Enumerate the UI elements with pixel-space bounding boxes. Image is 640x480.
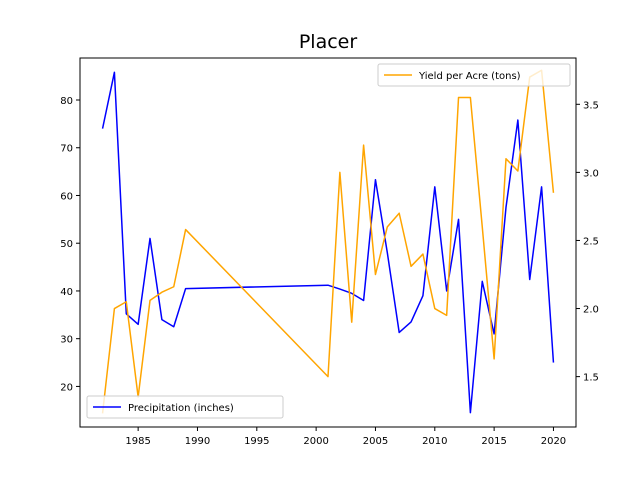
y-left-tick-label: 70 [60,144,73,155]
y-left-tick-label: 80 [60,96,73,107]
x-tick-label: 2010 [422,436,447,447]
y-left-tick-label: 40 [60,287,73,298]
x-tick-label: 2000 [303,436,328,447]
y-left-tick-label: 60 [60,191,73,202]
y-right-tick-label: 1.5 [583,373,599,384]
legend-upper-right: Yield per Acre (tons) [377,63,571,87]
y-right-tick-label: 3.0 [583,168,599,179]
legend-box [377,63,571,87]
legend-label: Yield per Acre (tons) [418,71,521,82]
y-right-tick-label: 2.0 [583,305,599,316]
y-right-tick-label: 3.5 [583,100,599,111]
series-line-yield [101,69,555,414]
x-tick-label: 1990 [185,436,210,447]
x-tick-label: 1995 [244,436,269,447]
y-left-tick-label: 30 [60,335,73,346]
x-tick-label: 2020 [541,436,566,447]
plot-frame [79,57,577,428]
x-tick-label: 1985 [125,436,150,447]
y-left-tick-label: 20 [60,382,73,393]
legend-lower-left: Precipitation (inches) [86,395,284,419]
legend-label: Precipitation (inches) [128,403,234,414]
y-left-tick-label: 50 [60,239,73,250]
y-right-tick-label: 2.5 [583,236,599,247]
chart-title: Placer [299,31,358,53]
x-tick-label: 2005 [363,436,388,447]
x-tick-label: 2015 [481,436,506,447]
legend-box [86,395,284,419]
